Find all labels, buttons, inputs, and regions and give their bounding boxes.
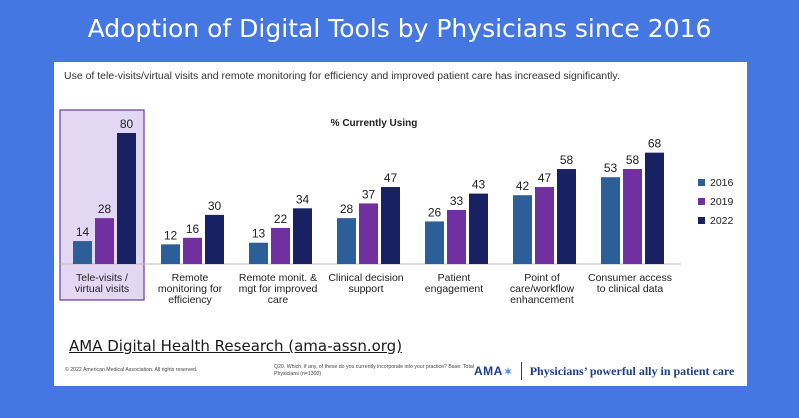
bar-2019-6 (623, 169, 642, 264)
bar-2022-3 (381, 187, 400, 264)
category-label-4-1: engagement (425, 283, 483, 295)
bar-2022-1 (205, 214, 224, 264)
ama-branding: AMA✶ Physicians’ powerful ally in patien… (474, 360, 734, 382)
bar-2019-3 (359, 203, 378, 264)
legend-label-2022: 2022 (710, 215, 734, 227)
chart-subtitle: Use of tele-visits/virtual visits and re… (64, 70, 620, 82)
bar-2022-5 (557, 169, 576, 264)
category-label-5-1: care/workflow (510, 283, 575, 295)
bar-chart: 14 28 80 Tele-visits /virtual visits 12 16 30 R… (59, 109, 734, 306)
bar-2016-2 (249, 242, 268, 264)
data-label-2022-6: 68 (648, 137, 662, 151)
data-label-2022-0: 80 (120, 117, 134, 131)
category-label-0-0: Tele-visits / (76, 272, 128, 284)
data-label-2022-3: 47 (384, 171, 398, 185)
bar-2022-0 (117, 133, 136, 264)
legend-label-2016: 2016 (710, 177, 734, 189)
data-label-2016-2: 13 (252, 227, 266, 241)
category-label-5-0: Point of (524, 272, 560, 284)
bar-2019-0 (95, 218, 114, 264)
legend-swatch-2022 (698, 217, 705, 224)
category-label-6-1: to clinical data (597, 283, 664, 295)
copyright-text: © 2022 American Medical Association. All… (65, 367, 198, 373)
bar-2022-4 (469, 193, 488, 264)
data-label-2022-1: 30 (208, 199, 222, 213)
bar-2016-0 (73, 241, 92, 264)
category-label-3-0: Clinical decision (328, 272, 403, 284)
category-label-2-1: mgt for improved (239, 283, 318, 295)
data-label-2016-1: 12 (164, 228, 178, 242)
chart-card: Use of tele-visits/virtual visits and re… (54, 62, 747, 386)
bar-2016-4 (425, 221, 444, 264)
data-label-2022-2: 34 (296, 192, 310, 206)
category-label-6-0: Consumer access (588, 272, 672, 284)
bar-2019-4 (447, 209, 466, 264)
data-label-2019-0: 28 (98, 202, 112, 216)
data-label-2016-0: 14 (76, 225, 90, 239)
data-label-2022-5: 58 (560, 153, 574, 167)
bar-2016-3 (337, 218, 356, 264)
bar-2022-2 (293, 208, 312, 264)
data-label-2019-5: 47 (538, 171, 552, 185)
bar-2016-6 (601, 177, 620, 264)
data-label-2019-4: 33 (450, 194, 464, 208)
bar-2019-1 (183, 237, 202, 264)
legend-swatch-2016 (698, 179, 705, 186)
category-label-4-0: Patient (438, 272, 471, 284)
category-label-2-2: care (268, 294, 289, 306)
category-label-1-2: efficiency (168, 294, 212, 306)
bar-2016-5 (513, 195, 532, 264)
category-label-1-0: Remote (172, 272, 209, 284)
ama-logo: AMA✶ (474, 364, 513, 378)
data-label-2019-6: 58 (626, 153, 640, 167)
chart-title: % Currently Using (330, 118, 418, 129)
data-label-2016-6: 53 (604, 161, 618, 175)
data-label-2016-4: 26 (428, 205, 442, 219)
ama-star-icon: ✶ (503, 367, 513, 378)
data-label-2019-3: 37 (362, 187, 376, 201)
data-label-2019-1: 16 (186, 222, 200, 236)
category-label-1-1: monitoring for (158, 283, 223, 295)
legend-label-2019: 2019 (710, 196, 734, 208)
category-label-0-1: virtual visits (75, 283, 129, 295)
page-title: Adoption of Digital Tools by Physicians … (87, 14, 712, 43)
logo-divider (520, 362, 522, 380)
data-label-2016-3: 28 (340, 202, 354, 216)
ama-logo-text: AMA (474, 364, 503, 378)
category-label-5-2: enhancement (510, 294, 574, 306)
ama-tagline: Physicians’ powerful ally in patient car… (529, 363, 735, 378)
category-label-2-0: Remote monit. & (239, 272, 317, 284)
bar-2022-6 (645, 152, 664, 264)
data-label-2022-4: 43 (472, 178, 486, 192)
bar-2016-1 (161, 244, 180, 264)
data-label-2019-2: 22 (274, 212, 288, 226)
bar-2019-5 (535, 187, 554, 264)
legend-swatch-2019 (698, 198, 705, 205)
data-label-2016-5: 42 (516, 179, 530, 193)
bar-2019-2 (271, 227, 290, 264)
category-label-3-1: support (348, 283, 383, 295)
footnote-text: Q20. Which, if any, of these do you curr… (274, 364, 474, 377)
source-link[interactable]: AMA Digital Health Research (ama-assn.or… (69, 337, 403, 355)
